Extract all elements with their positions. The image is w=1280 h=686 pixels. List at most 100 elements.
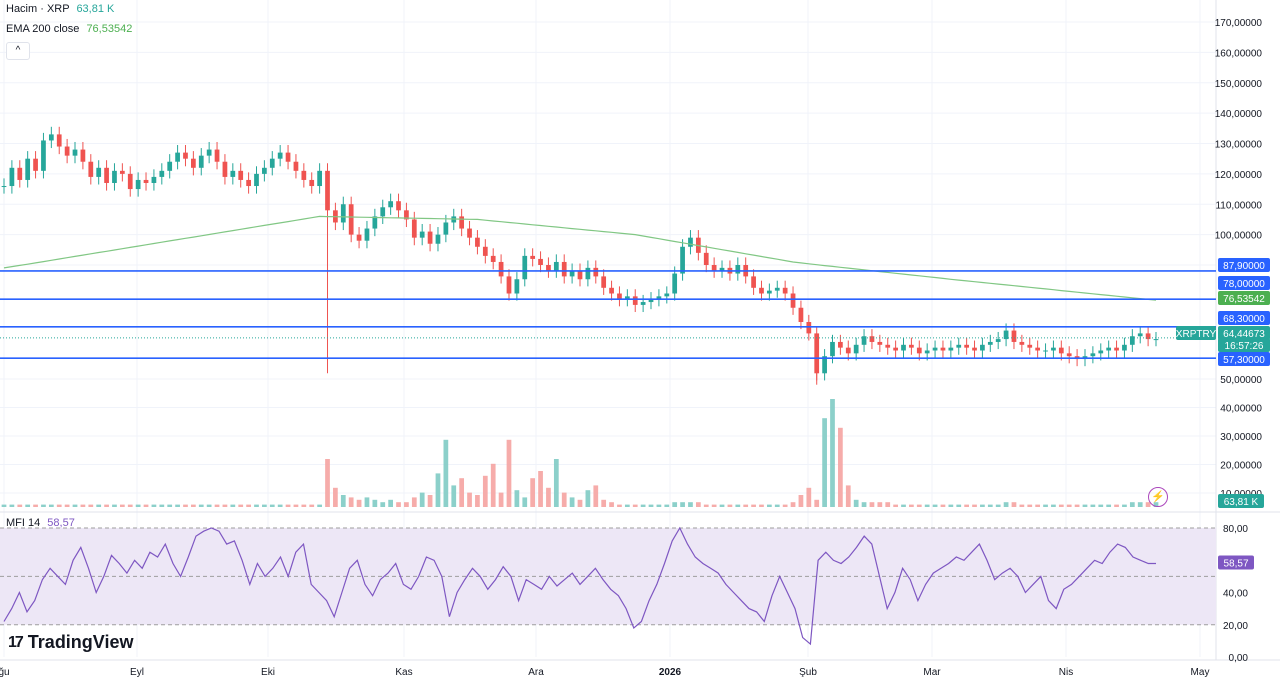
candle-body <box>348 204 354 235</box>
candle-body <box>1035 347 1041 351</box>
candle-body <box>506 276 512 294</box>
volume-bar <box>932 504 938 507</box>
candle-body <box>467 228 472 238</box>
volume-bar <box>435 473 441 507</box>
volume-bar <box>972 504 977 507</box>
candle-body <box>893 347 898 351</box>
lightning-icon[interactable]: ⚡ <box>1148 487 1168 507</box>
price-axis-tick: 150,00000 <box>1215 79 1263 90</box>
candle-body <box>530 255 536 259</box>
volume-bar <box>96 504 102 507</box>
volume-bar <box>1051 504 1056 507</box>
price-tag-label: 87,90000 <box>1223 261 1265 272</box>
candle-body <box>948 347 954 351</box>
volume-bar <box>127 504 133 507</box>
price-axis-tick: 30,00000 <box>1220 432 1262 443</box>
symbol-tag-label: XRPTRY <box>1176 329 1217 340</box>
volume-bar <box>1027 504 1033 507</box>
volume-bar <box>838 427 843 507</box>
volume-bar <box>1019 504 1025 507</box>
volume-bar <box>135 504 141 507</box>
candle-body <box>325 170 330 211</box>
collapse-legend-button[interactable]: ^ <box>6 42 30 60</box>
candle-body <box>230 170 236 177</box>
volume-bar <box>735 504 741 507</box>
price-tag-label: 68,30000 <box>1223 314 1265 325</box>
time-axis-tick: Eki <box>261 667 275 678</box>
candle-body <box>17 167 23 180</box>
candle-body <box>1 186 7 188</box>
tradingview-logo-icon: 17 <box>8 633 24 651</box>
candle-body <box>482 246 488 256</box>
candle-body <box>940 347 946 351</box>
price-tag-label: 57,30000 <box>1223 355 1265 366</box>
candle-body <box>845 347 851 354</box>
candle-body <box>277 152 283 159</box>
tradingview-logo[interactable]: 17 TradingView <box>8 632 134 653</box>
candle-body <box>285 152 291 162</box>
mfi-axis-tick: 0,00 <box>1229 653 1249 664</box>
candle-body <box>191 158 196 168</box>
candle-body <box>151 176 157 183</box>
candle-body <box>80 149 86 162</box>
volume-bar <box>175 504 180 507</box>
candle-body <box>112 170 117 183</box>
price-tag <box>1218 291 1270 305</box>
volume-bar <box>325 459 330 507</box>
volume-bar <box>459 478 465 507</box>
volume-bar <box>924 504 930 507</box>
volume-bar <box>964 504 969 507</box>
volume-bar <box>656 504 662 507</box>
volume-bar <box>277 504 283 507</box>
candle-body <box>593 267 599 277</box>
candle-body <box>1043 350 1048 352</box>
volume-bar <box>238 504 244 507</box>
candle-body <box>1011 330 1017 342</box>
price-axis-tick: 20,00000 <box>1220 461 1262 472</box>
volume-bar <box>1106 504 1112 507</box>
time-axis-tick: May <box>1191 667 1210 678</box>
candle-body <box>1122 344 1127 351</box>
candle-body <box>767 290 772 294</box>
volume-bar <box>695 502 701 507</box>
volume-bar <box>364 497 370 507</box>
volume-bar <box>767 504 772 507</box>
volume-bar <box>104 504 109 507</box>
volume-bar <box>301 504 307 507</box>
time-axis-tick: Mar <box>923 667 941 678</box>
volume-bar <box>222 504 228 507</box>
candle-body <box>830 341 835 357</box>
price-axis-tick: 100,00000 <box>1215 231 1263 242</box>
volume-bar <box>830 399 835 507</box>
volume-bar <box>948 504 954 507</box>
volume-bar <box>782 504 788 507</box>
volume-bar <box>451 485 457 507</box>
volume-bar <box>48 504 54 507</box>
volume-bar <box>1011 502 1017 507</box>
volume-bar <box>230 504 236 507</box>
volume-bar <box>1 504 7 507</box>
candle-body <box>1058 347 1064 354</box>
candle-body <box>822 356 827 374</box>
volume-bar <box>798 495 804 507</box>
candle-body <box>48 134 54 141</box>
volume-bar <box>719 504 725 507</box>
candle-body <box>135 179 141 190</box>
volume-bar <box>262 504 267 507</box>
volume-bar <box>577 499 583 507</box>
volume-bar <box>419 492 425 507</box>
price-tag-label: 64,44673 <box>1223 329 1265 340</box>
volume-bar <box>593 485 599 507</box>
time-axis-tick: ğu <box>0 667 10 678</box>
candle-body <box>175 152 180 162</box>
volume-bar <box>845 485 851 507</box>
volume-bar <box>1035 504 1041 507</box>
volume-bar <box>664 504 670 507</box>
candle-body <box>127 173 133 190</box>
candle-body <box>672 273 678 294</box>
candle-body <box>167 161 173 171</box>
candle-body <box>538 258 543 265</box>
volume-bar <box>285 504 291 507</box>
ema-legend-value: 76,53542 <box>86 23 133 35</box>
